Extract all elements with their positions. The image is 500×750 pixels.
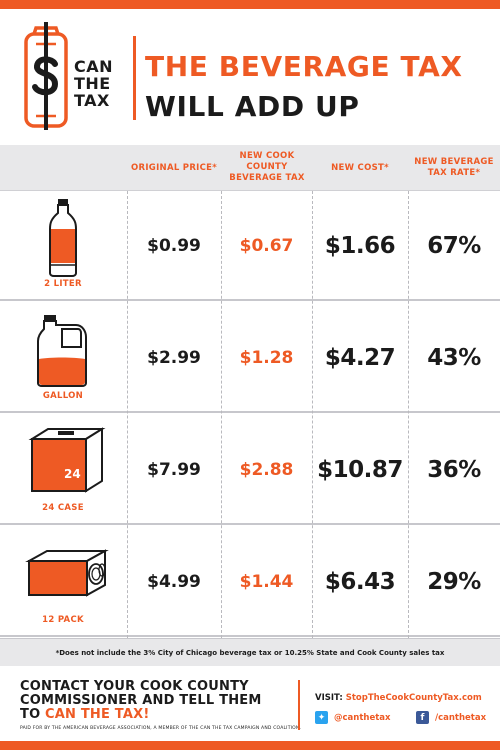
original-price: $2.99 — [147, 348, 201, 368]
original-price: $4.99 — [147, 572, 201, 592]
website-link[interactable]: StopTheCookCountyTax.com — [345, 693, 482, 703]
new-cost: $1.66 — [324, 233, 396, 259]
logo-wordmark: CAN THE TAX — [74, 58, 136, 109]
column-divider — [221, 191, 222, 638]
facebook-icon: f — [416, 711, 429, 724]
tax-rate: 36% — [427, 457, 481, 483]
beverage-tax: $1.28 — [239, 348, 294, 368]
beverage-tax: $0.67 — [239, 236, 294, 256]
price-table: ORIGINAL PRICE* NEW COOK COUNTY BEVERAGE… — [0, 145, 500, 638]
column-header-new-cost: NEW COST* — [331, 163, 389, 173]
table-row: 24 24 CASE $7.99 $2.88 $10.87 36% — [0, 415, 500, 525]
can-pack-icon — [22, 547, 112, 599]
beverage-tax: $1.44 — [239, 572, 294, 592]
cta-accent: CAN THE TAX! — [45, 707, 150, 722]
headline-line-2: WILL ADD UP — [145, 90, 360, 123]
original-price: $7.99 — [147, 460, 201, 480]
twitter-handle: @canthetax — [334, 712, 391, 723]
call-to-action: CONTACT YOUR COOK COUNTY COMMISSIONER AN… — [20, 680, 295, 722]
table-row: 2 LITER $0.99 $0.67 $1.66 67% — [0, 191, 500, 301]
new-cost: $4.27 — [324, 345, 396, 371]
bottom-accent-bar — [0, 741, 500, 750]
visit-label: VISIT: — [315, 693, 346, 703]
cta-line: TO CAN THE TAX! — [20, 708, 295, 722]
table-header: ORIGINAL PRICE* NEW COOK COUNTY BEVERAGE… — [0, 145, 500, 191]
column-header-new-tax: NEW COOK COUNTY BEVERAGE TAX — [229, 151, 305, 183]
facebook-handle: /canthetax — [435, 712, 487, 723]
column-divider — [312, 191, 313, 638]
table-row: GALLON $2.99 $1.28 $4.27 43% — [0, 303, 500, 413]
cta-prefix: TO — [20, 707, 46, 722]
can-the-tax-logo: CAN THE TAX — [22, 22, 134, 130]
footer-divider — [298, 680, 300, 730]
original-price: $0.99 — [147, 236, 201, 256]
header-divider — [133, 36, 136, 120]
column-divider — [127, 191, 128, 638]
headline-line-1: THE BEVERAGE TAX — [145, 50, 463, 83]
gallon-jug-icon — [18, 315, 108, 387]
case-box-icon: 24 — [22, 427, 112, 493]
logo-word: CAN — [74, 57, 114, 76]
footnote: *Does not include the 3% City of Chicago… — [0, 638, 500, 666]
column-divider — [408, 191, 409, 638]
twitter-icon: ✦ — [315, 711, 328, 724]
tax-rate: 29% — [427, 569, 481, 595]
logo-word: THE — [74, 74, 111, 93]
tax-rate: 43% — [427, 345, 481, 371]
soda-bottle-icon — [18, 199, 108, 277]
facebook-link[interactable]: f /canthetax — [416, 711, 486, 724]
table-row: 12 PACK $4.99 $1.44 $6.43 29% — [0, 527, 500, 637]
top-accent-bar — [0, 0, 500, 9]
product-label: GALLON — [42, 391, 84, 401]
case-count-label: 24 — [64, 467, 81, 481]
product-label: 2 LITER — [44, 279, 82, 289]
twitter-link[interactable]: ✦ @canthetax — [315, 711, 391, 724]
cta-line: CONTACT YOUR COOK COUNTY — [20, 679, 249, 694]
new-cost: $10.87 — [317, 457, 403, 483]
product-label: 24 CASE — [42, 503, 84, 513]
cta-line: COMMISSIONER AND TELL THEM — [20, 693, 262, 708]
dollar-can-icon — [24, 22, 68, 130]
product-label: 12 PACK — [42, 615, 84, 625]
new-cost: $6.43 — [324, 569, 396, 595]
tax-rate: 67% — [427, 233, 481, 259]
paid-for-disclaimer: PAID FOR BY THE AMERICAN BEVERAGE ASSOCI… — [20, 726, 302, 731]
logo-word: TAX — [74, 91, 110, 110]
beverage-tax: $2.88 — [239, 460, 294, 480]
column-header-new-rate: NEW BEVERAGE TAX RATE* — [414, 157, 494, 178]
table-body: 2 LITER $0.99 $0.67 $1.66 67% GALLON $2.… — [0, 191, 500, 638]
column-header-original-price: ORIGINAL PRICE* — [130, 163, 218, 173]
visit-line: VISIT: StopTheCookCountyTax.com — [315, 693, 482, 703]
